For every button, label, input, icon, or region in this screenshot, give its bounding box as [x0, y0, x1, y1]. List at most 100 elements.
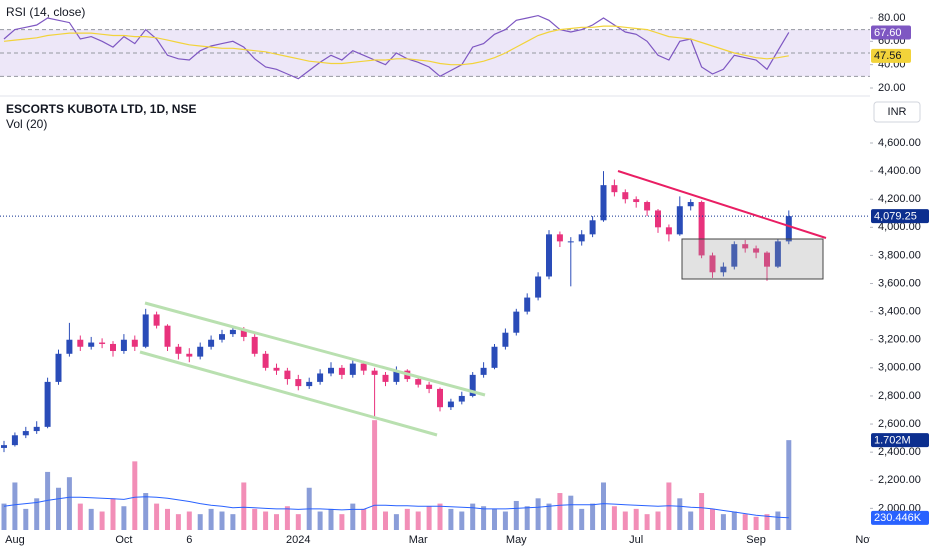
candle-body — [426, 384, 433, 389]
candle-body — [589, 220, 596, 235]
volume-bar — [775, 511, 781, 530]
y-tick-label: 3,600.00 — [878, 277, 921, 289]
volume-bar — [601, 482, 606, 530]
volume-bar — [742, 514, 748, 530]
value-label-box — [871, 25, 911, 40]
volume-bar — [241, 482, 247, 530]
volume-bar — [764, 514, 770, 530]
x-tick-label: Sep — [746, 534, 766, 546]
candle-body — [524, 297, 531, 312]
volume-bar — [252, 508, 258, 530]
x-tick-label: 2024 — [286, 534, 310, 546]
candle-body — [251, 336, 258, 354]
candle-body — [317, 373, 324, 382]
volume-bar — [12, 482, 18, 530]
candle-body — [437, 388, 443, 408]
currency-label[interactable]: INR — [888, 106, 907, 118]
volume-bar — [622, 511, 628, 530]
volume-bar — [274, 514, 279, 530]
candle-body — [774, 241, 781, 267]
rsi-pane — [0, 14, 870, 80]
drawings — [139, 170, 827, 437]
candle-body — [33, 426, 40, 432]
volume-bar — [524, 506, 530, 530]
y-tick-label: 4,200.00 — [878, 193, 921, 205]
volume-bar — [328, 508, 334, 530]
candle-body — [1, 445, 7, 448]
volume-bar — [339, 514, 345, 530]
volume-bar — [197, 514, 203, 530]
volume-bar — [568, 495, 574, 530]
price-pane: Aug Oct 6 2024 Mar May Jul Sep Nov — [0, 171, 875, 546]
candle-body — [480, 367, 487, 375]
volume-bar — [383, 511, 388, 530]
candle-body — [469, 374, 476, 396]
volume-bar — [448, 508, 454, 530]
candle-body — [633, 199, 640, 203]
volume-bar — [317, 511, 323, 530]
volume-bar — [208, 508, 214, 530]
volume-bar — [56, 487, 61, 530]
volume-bar — [154, 503, 160, 530]
y-tick-label: 3,400.00 — [878, 306, 921, 318]
volume-bar — [492, 508, 497, 530]
candle-body — [676, 206, 683, 235]
y-tick-label: 3,200.00 — [878, 334, 921, 346]
volume-bar — [481, 506, 487, 530]
x-tick-label: Aug — [5, 534, 25, 546]
y-tick-label: 80.00 — [878, 12, 906, 24]
channel-line — [139, 350, 438, 437]
volume-bar — [121, 506, 127, 530]
candle-body — [785, 216, 792, 242]
volume-bar — [263, 511, 269, 530]
volume-bar — [415, 511, 421, 530]
candle-body — [764, 252, 770, 267]
candle-body — [600, 185, 607, 221]
volume-bar — [546, 503, 552, 530]
value-label: 4,079.25 — [874, 211, 917, 223]
y-tick-label: 2,400.00 — [878, 446, 921, 458]
volume-bar — [699, 493, 705, 530]
volume-bar — [753, 516, 759, 530]
rsi-line — [3, 14, 790, 80]
rsi-line — [3, 25, 789, 66]
candle-body — [164, 325, 171, 347]
volume-bar — [655, 511, 661, 530]
candle-body — [360, 363, 367, 371]
candle-body — [687, 202, 694, 207]
candle-body — [371, 370, 378, 375]
volume-title: Vol (20) — [6, 117, 47, 131]
candle-body — [349, 363, 356, 375]
candle-body — [186, 353, 193, 357]
value-label-box — [871, 510, 929, 525]
volume-bar — [731, 511, 737, 530]
candle-body — [273, 367, 280, 371]
volume-bar — [633, 508, 639, 530]
volume-pane — [1, 420, 792, 530]
volume-bar — [513, 500, 519, 530]
y-tick-label: 2,800.00 — [878, 390, 921, 402]
range-box — [681, 238, 824, 280]
candle-body — [99, 342, 106, 344]
candle-body — [131, 339, 138, 347]
x-tick-label: Mar — [409, 534, 428, 546]
candle-body — [644, 202, 651, 211]
candle-body — [284, 370, 291, 380]
y-tick-label: 4,600.00 — [878, 137, 921, 149]
candle-body — [458, 395, 465, 402]
volume-bar — [535, 498, 541, 530]
volume-bar — [688, 511, 694, 530]
volume-bar — [470, 503, 476, 530]
y-tick-label: 2,200.00 — [878, 474, 921, 486]
candle-body — [44, 381, 51, 427]
volume-bar — [143, 493, 149, 530]
candle-body — [240, 329, 247, 337]
currency-button[interactable] — [873, 101, 921, 123]
x-tick-label: May — [506, 534, 527, 546]
candle-body — [197, 346, 204, 357]
volume-bar — [459, 511, 465, 530]
candle-body — [567, 241, 574, 243]
candle-body — [665, 227, 672, 235]
candle-body — [393, 370, 400, 382]
